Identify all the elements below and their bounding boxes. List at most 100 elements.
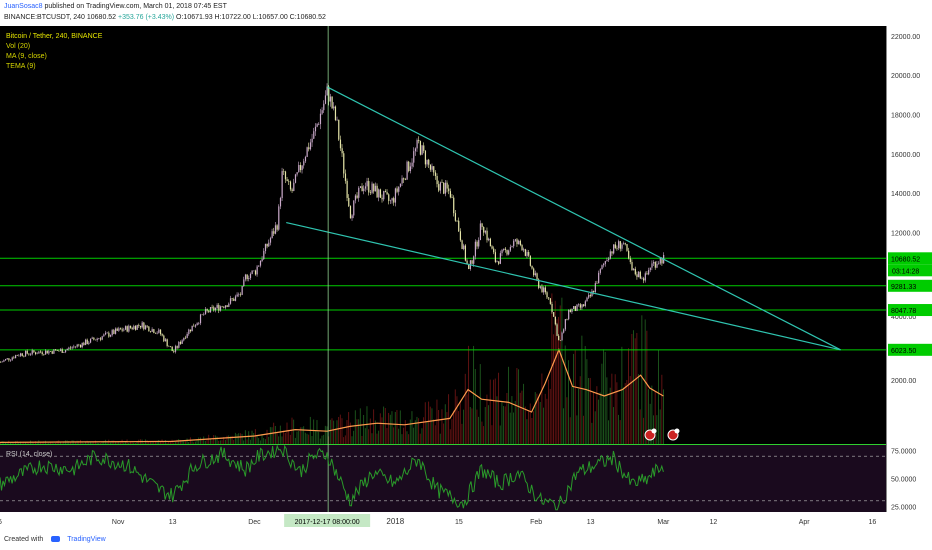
candle-body xyxy=(598,272,600,284)
chart-footer: Created with TradingView xyxy=(0,530,932,550)
volume-bar xyxy=(404,420,406,444)
candle-body xyxy=(518,240,520,245)
volume-bar xyxy=(539,401,541,444)
volume-bar xyxy=(18,442,20,444)
volume-bar xyxy=(13,442,15,444)
candle-body xyxy=(406,161,408,180)
candle-body xyxy=(631,262,633,271)
volume-bar xyxy=(268,436,270,444)
candle-body xyxy=(489,238,491,247)
volume-bar xyxy=(613,407,614,444)
volume-bar xyxy=(116,441,118,444)
candle-body xyxy=(456,220,458,222)
candle-body xyxy=(219,306,222,311)
volume-bar xyxy=(248,431,250,444)
candle-body xyxy=(441,182,443,184)
volume-bar xyxy=(24,441,26,444)
volume-bar xyxy=(118,441,120,444)
volume-bar xyxy=(284,432,286,444)
candle-body xyxy=(344,173,347,181)
volume-bar xyxy=(21,443,23,444)
candle-body xyxy=(234,296,237,301)
legend-entry: MA (9, close) xyxy=(6,53,47,60)
volume-bar xyxy=(643,417,644,444)
volume-bar xyxy=(114,441,116,444)
volume-bar xyxy=(263,438,265,444)
volume-bar xyxy=(608,420,609,444)
volume-bar xyxy=(188,442,190,444)
time-tick-label: Dec xyxy=(248,519,261,526)
author-link[interactable]: JuanSosac8 xyxy=(4,3,43,10)
candle-body xyxy=(336,119,338,121)
volume-bar xyxy=(136,441,138,444)
candle-body xyxy=(594,283,596,292)
candle-body xyxy=(334,106,337,120)
candle-body xyxy=(158,329,160,333)
volume-bar xyxy=(186,438,188,444)
candle-body xyxy=(603,263,605,266)
volume-bar xyxy=(46,443,48,444)
candle-body xyxy=(261,259,263,261)
candle-body xyxy=(459,231,462,241)
candle-body xyxy=(136,324,138,330)
candle-body xyxy=(141,322,143,328)
volume-bar xyxy=(194,441,196,444)
volume-bar xyxy=(504,406,506,444)
time-tick-label: 13 xyxy=(587,519,595,526)
volume-bar xyxy=(499,425,501,444)
volume-bar xyxy=(661,374,663,444)
candle-body xyxy=(371,183,373,193)
volume-bar xyxy=(364,428,366,444)
tradingview-link[interactable]: TradingView xyxy=(67,536,106,543)
volume-bar xyxy=(344,435,346,444)
candle-body xyxy=(434,172,437,176)
candle-body xyxy=(331,96,333,109)
candle-body xyxy=(494,252,496,262)
candle-body xyxy=(621,244,623,249)
volume-bar xyxy=(131,442,133,444)
volume-bar xyxy=(434,425,436,444)
volume-bar xyxy=(241,433,243,444)
volume-bar xyxy=(524,406,526,444)
candle-body xyxy=(624,243,626,245)
candle-body xyxy=(299,164,302,171)
volume-bar xyxy=(436,399,438,444)
candle-body xyxy=(196,323,198,326)
candle-body xyxy=(476,241,478,247)
volume-bar xyxy=(176,439,178,444)
volume-bar xyxy=(129,441,131,444)
candle-body xyxy=(71,347,73,349)
candle-body xyxy=(239,294,242,296)
volume-bar xyxy=(424,402,426,444)
candle-body xyxy=(156,332,158,334)
volume-bar xyxy=(456,396,458,444)
candle-body xyxy=(363,188,365,192)
rsi-tick-label: 75.0000 xyxy=(891,449,916,456)
volume-bar xyxy=(549,388,551,444)
volume-bar xyxy=(541,373,543,444)
volume-bar xyxy=(333,420,335,444)
candle-body xyxy=(328,86,330,102)
volume-bar xyxy=(636,332,638,444)
volume-bar xyxy=(224,439,226,444)
volume-bar xyxy=(388,412,390,444)
volume-bar xyxy=(169,440,171,444)
volume-bar xyxy=(498,372,500,444)
volume-bar xyxy=(558,316,560,444)
price-chart[interactable]: 22000.00 20000.00 18000.00 16000.00 14000.00… xyxy=(0,26,932,530)
volume-bar xyxy=(658,350,659,444)
candle-body xyxy=(163,335,165,342)
candle-body xyxy=(241,286,243,295)
candle-body xyxy=(296,172,298,175)
candle-body xyxy=(249,273,252,279)
time-tick-label: 15 xyxy=(455,519,463,526)
countdown-label: 03:14:28 xyxy=(892,268,919,275)
level-price-label: 8047.78 xyxy=(891,308,916,315)
candle-body xyxy=(534,273,536,276)
candle-body xyxy=(511,246,513,248)
volume-bar xyxy=(429,406,431,444)
candle-body xyxy=(353,200,355,216)
candle-body xyxy=(576,304,578,311)
volume-bar xyxy=(496,396,498,444)
time-tick-label: 2018 xyxy=(386,517,404,526)
